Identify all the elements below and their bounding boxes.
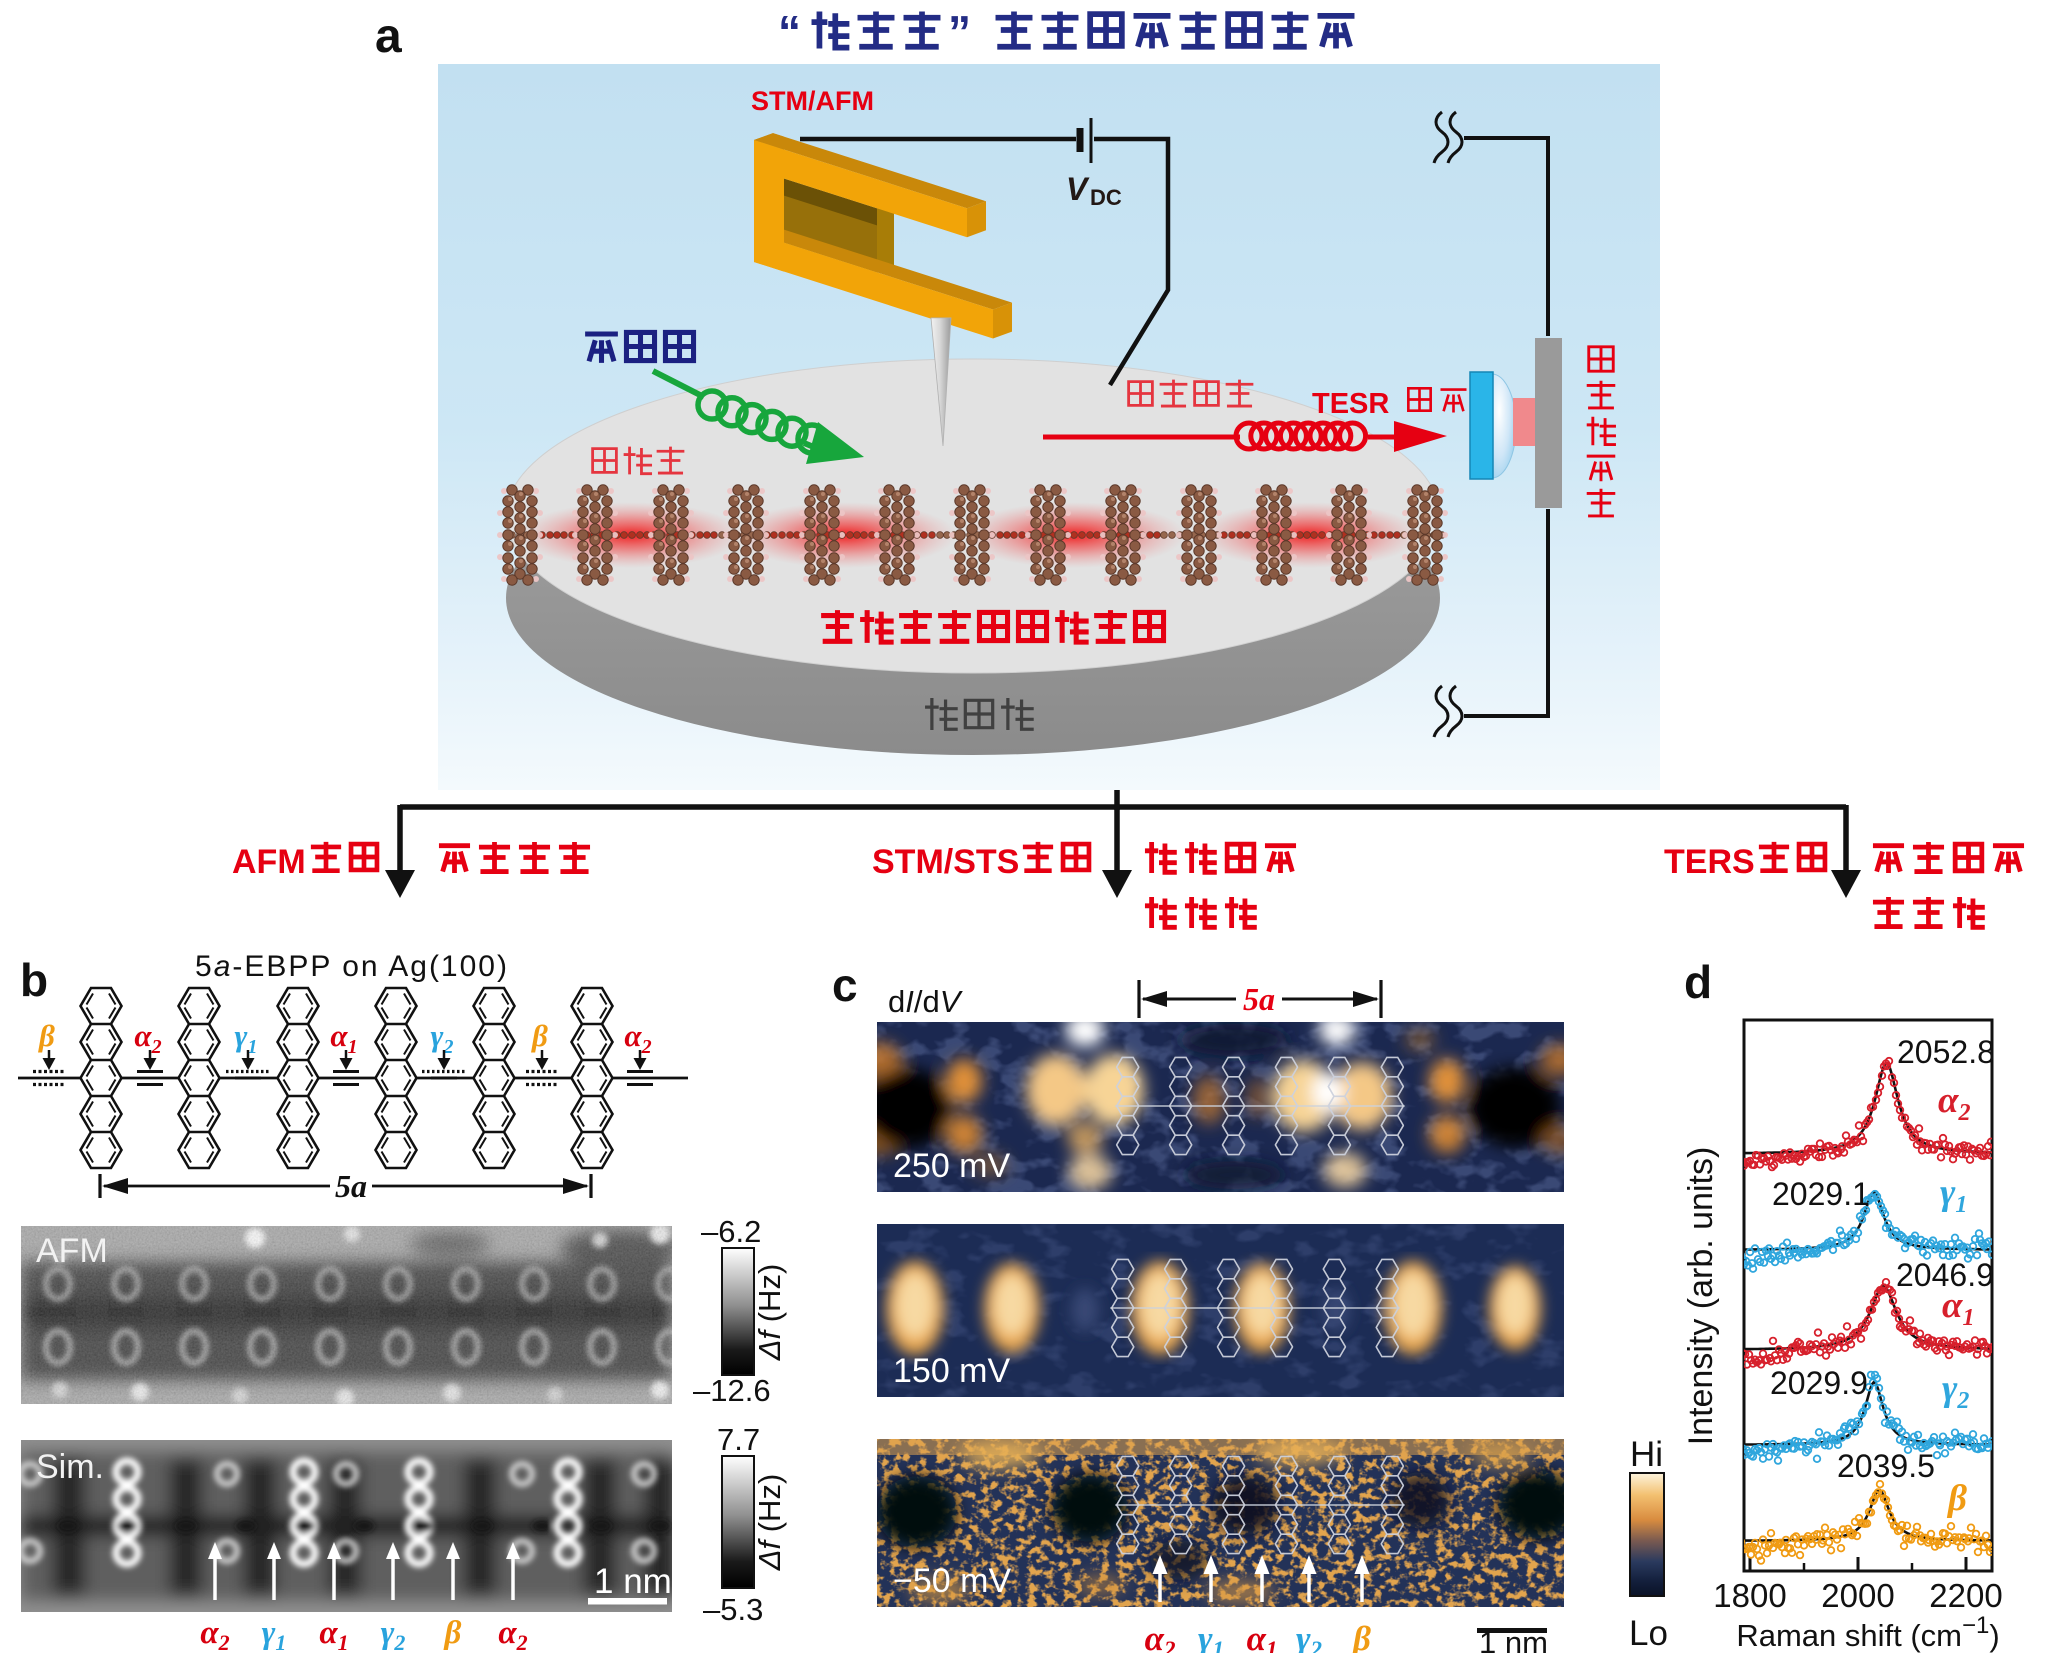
svg-text:5a: 5a	[1243, 981, 1275, 1017]
svg-text:2039.5: 2039.5	[1837, 1448, 1935, 1484]
svg-text:DC: DC	[1090, 185, 1122, 210]
svg-text:Raman shift (cm−1): Raman shift (cm−1)	[1736, 1612, 1999, 1653]
svg-text:1 nm: 1 nm	[594, 1562, 672, 1601]
svg-text:c: c	[832, 959, 858, 1011]
svg-text:V: V	[1066, 171, 1090, 207]
svg-text:γ2: γ2	[1296, 1619, 1322, 1653]
svg-text:2052.8: 2052.8	[1897, 1034, 1995, 1070]
svg-text:2046.9: 2046.9	[1896, 1257, 1994, 1293]
svg-text:250 mV: 250 mV	[893, 1147, 1010, 1185]
svg-text:−50 mV: −50 mV	[893, 1562, 1011, 1600]
svg-text:TESR: TESR	[1312, 388, 1389, 420]
svg-text:β: β	[531, 1018, 548, 1053]
svg-text:α1: α1	[330, 1018, 357, 1058]
svg-text:β: β	[1351, 1619, 1371, 1653]
svg-text:–12.6: –12.6	[693, 1373, 771, 1408]
svg-text:α2: α2	[1938, 1080, 1970, 1126]
svg-text:AFM: AFM	[36, 1232, 108, 1270]
svg-text:”: ”	[948, 6, 971, 58]
svg-text:TERS: TERS	[1664, 843, 1755, 881]
svg-text:Hi: Hi	[1630, 1435, 1663, 1474]
svg-text:1 nm: 1 nm	[1479, 1625, 1548, 1653]
svg-text:“: “	[778, 6, 801, 58]
svg-text:2000: 2000	[1821, 1577, 1894, 1614]
svg-text:γ1: γ1	[1198, 1619, 1224, 1653]
svg-text:b: b	[20, 954, 48, 1006]
svg-text:1800: 1800	[1713, 1577, 1786, 1614]
svg-text:Δf (Hz): Δf (Hz)	[752, 1264, 787, 1362]
svg-text:γ1: γ1	[235, 1018, 258, 1058]
svg-text:STM/STS: STM/STS	[872, 843, 1019, 881]
svg-text:α1: α1	[1247, 1619, 1278, 1653]
svg-text:β: β	[443, 1615, 462, 1651]
svg-text:β: β	[38, 1018, 55, 1053]
svg-text:α2: α2	[1145, 1619, 1176, 1653]
svg-text:2029.1: 2029.1	[1772, 1176, 1870, 1212]
svg-text:AFM: AFM	[232, 843, 306, 881]
svg-text:Sim.: Sim.	[36, 1448, 104, 1486]
svg-text:α2: α2	[498, 1615, 527, 1653]
svg-text:α2: α2	[624, 1018, 651, 1058]
svg-text:150 mV: 150 mV	[893, 1352, 1010, 1390]
svg-text:–6.2: –6.2	[701, 1214, 761, 1249]
svg-text:2029.9: 2029.9	[1770, 1365, 1868, 1401]
svg-text:Lo: Lo	[1629, 1614, 1668, 1653]
svg-text:α2: α2	[134, 1018, 161, 1058]
svg-text:γ1: γ1	[262, 1615, 287, 1653]
svg-text:γ2: γ2	[431, 1018, 454, 1058]
svg-text:d: d	[1684, 956, 1712, 1008]
svg-text:α2: α2	[200, 1615, 229, 1653]
svg-text:–5.3: –5.3	[703, 1592, 763, 1627]
svg-text:2200: 2200	[1929, 1577, 2002, 1614]
svg-text:STM/AFM: STM/AFM	[751, 86, 874, 116]
svg-text:Δf (Hz): Δf (Hz)	[752, 1474, 787, 1572]
svg-text:Intensity (arb. units): Intensity (arb. units)	[1682, 1147, 1720, 1446]
svg-text:a: a	[375, 10, 402, 63]
svg-text:5a: 5a	[335, 1168, 367, 1204]
svg-text:7.7: 7.7	[717, 1422, 760, 1457]
svg-text:dI/dV: dI/dV	[888, 984, 964, 1019]
svg-text:β: β	[1946, 1478, 1967, 1519]
svg-text:5a-EBPP on Ag(100): 5a-EBPP on Ag(100)	[195, 950, 509, 983]
svg-text:α1: α1	[319, 1615, 348, 1653]
svg-text:γ2: γ2	[381, 1615, 406, 1653]
